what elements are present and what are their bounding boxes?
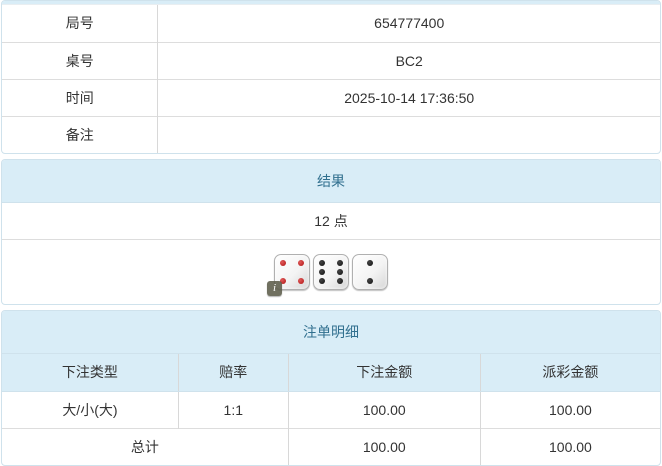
remark-label: 备注 (2, 115, 158, 153)
result-points: 12 点 (2, 203, 660, 240)
result-heading: 结果 (2, 160, 660, 203)
bet-amount-value: 100.00 (287, 391, 481, 428)
die-1-four-red-icon (274, 254, 310, 290)
remark-value (157, 115, 660, 153)
column-header-payout-amount: 派彩金额 (479, 354, 660, 392)
bet-type-value: 大/小(大) (62, 401, 118, 418)
result-panel: 结果 12 点 i (1, 159, 661, 305)
die-2-six-icon (313, 254, 349, 290)
game-info-row-round: 局号 654777400 (2, 5, 660, 42)
bet-table-header-row: 下注类型 赔率 下注金额 派彩金额 (2, 354, 660, 392)
die-3-two-icon (352, 254, 388, 290)
total-row: 总计 100.00 100.00 (2, 427, 660, 465)
bet-details-table: 下注类型 赔率 下注金额 派彩金额 大/小(大) 1:1 100.00 100.… (2, 354, 660, 465)
bet-details-panel: 注单明细 下注类型 赔率 下注金额 派彩金额 大/小(大) 1:1 100.00… (1, 310, 661, 466)
total-bet-amount: 100.00 (287, 427, 481, 465)
time-label: 时间 (2, 78, 158, 116)
die-1-wrapper: i (267, 254, 310, 296)
payout-amount-value: 100.00 (479, 391, 660, 428)
bet-details-heading: 注单明细 (2, 311, 660, 354)
column-header-odds: 赔率 (177, 354, 289, 392)
game-info-row-table: 桌号 BC2 (2, 41, 660, 79)
total-label: 总计 (2, 427, 289, 465)
panel-heading-strip (2, 1, 660, 5)
game-info-panel: 局号 654777400 桌号 BC2 时间 2025-10-14 17:36:… (1, 0, 661, 154)
round-number-value: 654777400 (157, 5, 660, 42)
game-info-row-remark: 备注 (2, 115, 660, 153)
round-number-label: 局号 (65, 15, 94, 32)
odds-value: 1:1 (177, 391, 289, 428)
table-number-label: 桌号 (2, 41, 158, 79)
bet-row: 大/小(大) 1:1 100.00 100.00 (2, 391, 660, 428)
table-number-value: BC2 (157, 41, 660, 79)
game-info-table: 局号 654777400 桌号 BC2 时间 2025-10-14 17:36:… (2, 5, 660, 153)
column-header-bet-amount: 下注金额 (287, 354, 481, 392)
total-payout-amount: 100.00 (479, 427, 660, 465)
column-header-bet-type: 下注类型 (2, 354, 179, 392)
game-info-row-time: 时间 2025-10-14 17:36:50 (2, 78, 660, 116)
time-value: 2025-10-14 17:36:50 (157, 78, 660, 116)
dice-row: i (2, 240, 660, 304)
info-tooltip-icon[interactable]: i (267, 281, 282, 296)
